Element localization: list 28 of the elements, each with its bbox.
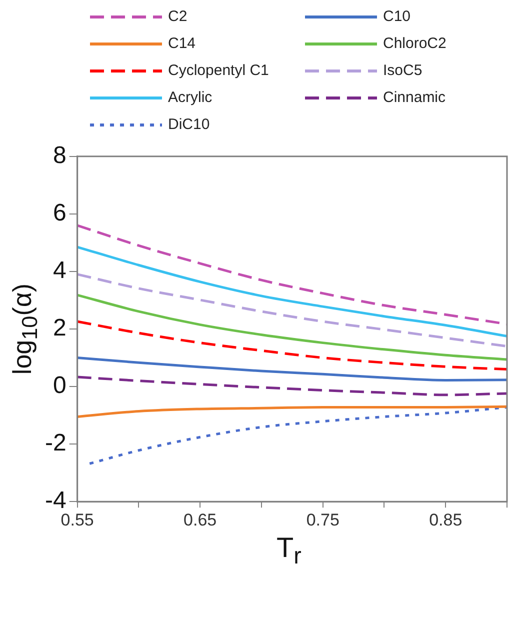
legend-label: Cinnamic (383, 89, 446, 106)
line-series (77, 273, 507, 348)
line-series (77, 320, 507, 371)
line-series (77, 405, 507, 418)
legend-label: Acrylic (168, 89, 212, 106)
line-series (88, 406, 507, 465)
x-tick-label: 0.75 (306, 510, 340, 530)
legend-label: C2 (168, 8, 188, 25)
line-series (77, 294, 507, 361)
y-tick-label: -2 (44, 430, 66, 457)
y-tick-label: 0 (52, 372, 66, 400)
legend-label: C10 (383, 8, 411, 25)
x-tick-label: 0.85 (429, 510, 462, 530)
x-tick-label: 0.65 (184, 510, 217, 530)
line-series (77, 356, 507, 382)
y-tick-label: 8 (52, 142, 66, 170)
y-tick-label: 4 (52, 257, 66, 284)
legend-label: ChloroC2 (383, 35, 446, 52)
line-series (77, 246, 507, 338)
legend-label: Cyclopentyl C1 (168, 62, 269, 79)
legend-label: DiC10 (168, 116, 210, 133)
legend-label: IsoC5 (383, 62, 422, 79)
y-tick-label: 6 (52, 200, 66, 227)
line-series (77, 224, 507, 326)
legend-label: C14 (168, 35, 196, 52)
x-axis-title: T$_{r}$ (276, 532, 302, 569)
line-series (77, 376, 507, 396)
y-tick-label: 2 (52, 314, 66, 342)
